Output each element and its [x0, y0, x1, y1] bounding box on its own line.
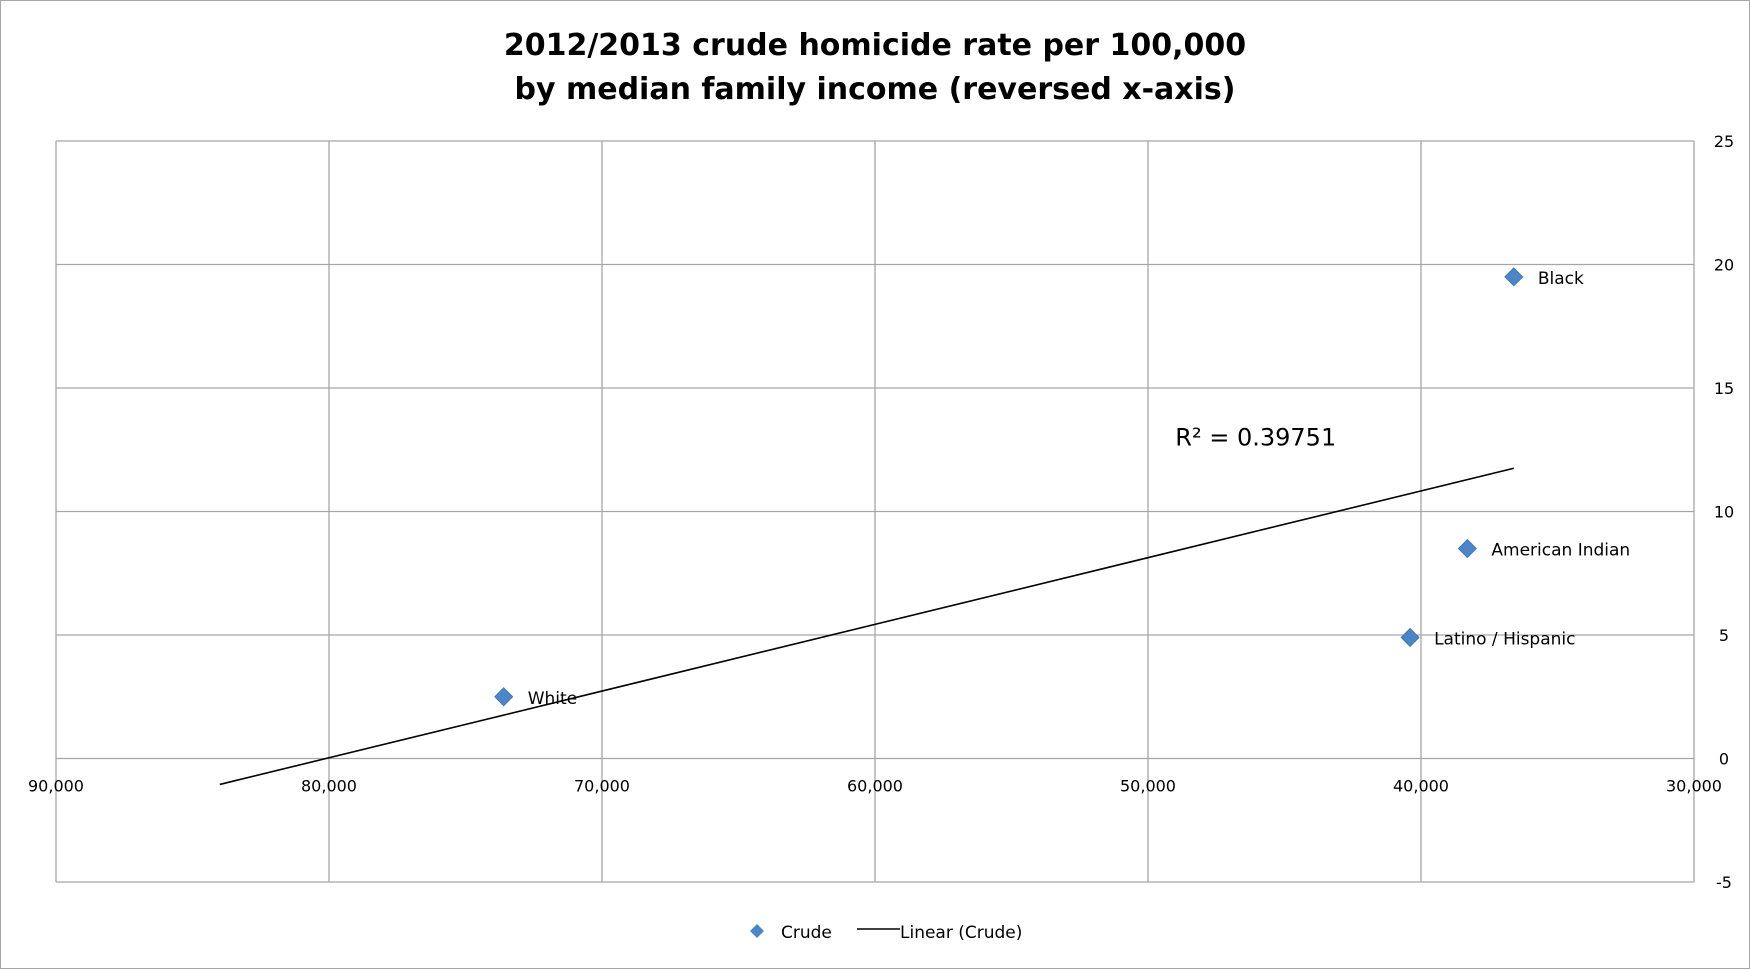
y-tick-label-2: 5	[1719, 626, 1729, 645]
y-tick-label-5: 20	[1714, 256, 1734, 275]
y-tick-label-6: 25	[1714, 132, 1734, 151]
legend: Crude Linear (Crude)	[750, 923, 1022, 943]
data-point-1	[1504, 267, 1524, 287]
data-points: White Black American Indian Latino / Hispan…	[494, 267, 1630, 709]
x-tick-label-2: 70,000	[574, 777, 630, 796]
chart-title-line-1: 2012/2013 crude homicide rate per 100,00…	[503, 28, 1247, 63]
x-tick-label-3: 60,000	[847, 777, 903, 796]
chart-title-line-2: by median family income (reversed x-axis…	[514, 72, 1236, 107]
data-point-2	[1457, 538, 1477, 559]
data-label-2: American Indian	[1491, 541, 1630, 561]
x-tick-label-6: 30,000	[1666, 777, 1722, 796]
legend-marker-crude	[750, 924, 764, 938]
legend-label-trendline: Linear (Crude)	[900, 923, 1022, 943]
x-tick-label-0: 90,000	[28, 777, 84, 796]
y-tick-label-1: 0	[1719, 750, 1729, 769]
x-tick-label-1: 80,000	[301, 777, 357, 796]
data-label-1: Black	[1538, 269, 1584, 289]
x-tick-label-4: 50,000	[1120, 777, 1176, 796]
chart-title: 2012/2013 crude homicide rate per 100,00…	[0, 24, 1750, 112]
gridlines	[55, 140, 1695, 883]
legend-label-crude: Crude	[781, 923, 832, 943]
y-tick-label-3: 10	[1714, 503, 1734, 522]
x-tick-labels: 90,000 80,000 70,000 60,000 50,000 40,000 30,0…	[28, 777, 1722, 796]
y-tick-label-4: 15	[1714, 379, 1734, 398]
data-point-3	[1400, 627, 1420, 648]
y-tick-labels: -5 0 5 10 15 20 25	[1714, 132, 1734, 892]
y-tick-label-0: -5	[1716, 873, 1732, 892]
data-point-0	[494, 687, 514, 707]
trendline	[219, 467, 1515, 786]
data-label-0: White	[528, 689, 577, 709]
trendline-group: R² = 0.39751	[219, 423, 1515, 786]
data-label-3: Latino / Hispanic	[1434, 629, 1575, 649]
r-squared-label: R² = 0.39751	[1175, 423, 1336, 451]
x-tick-label-5: 40,000	[1393, 777, 1449, 796]
